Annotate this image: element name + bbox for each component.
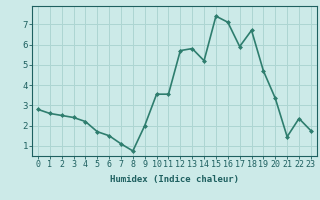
X-axis label: Humidex (Indice chaleur): Humidex (Indice chaleur)	[110, 175, 239, 184]
